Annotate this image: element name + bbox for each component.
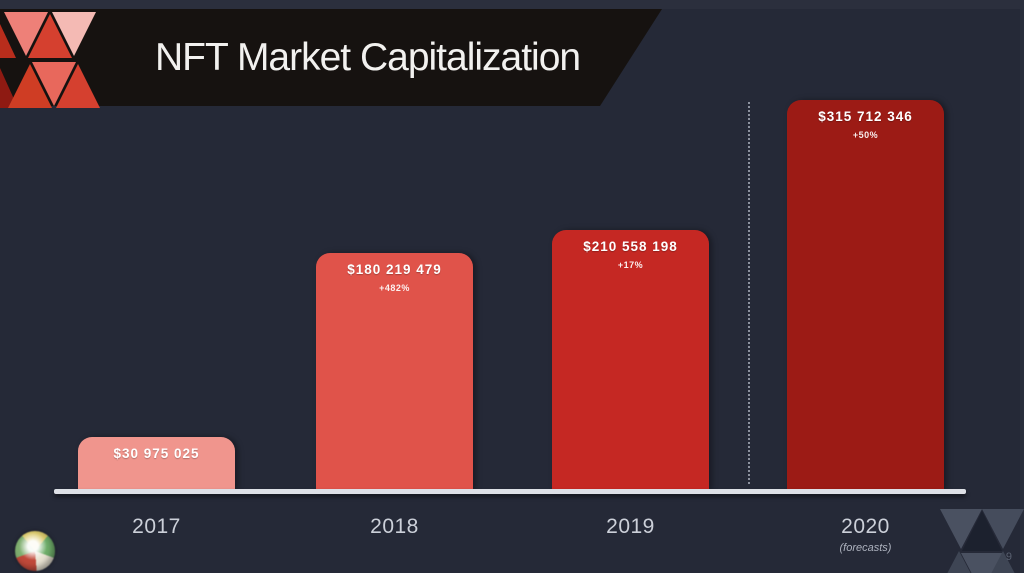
right-edge-strip bbox=[1020, 0, 1024, 573]
red-triangles-logo-icon bbox=[0, 12, 100, 108]
forecasts-note: (forecasts) bbox=[839, 542, 892, 554]
dark-triangles-logo-icon bbox=[940, 509, 1024, 573]
bar-growth-label: +482% bbox=[379, 283, 410, 293]
x-tick-2018: 2018 bbox=[370, 515, 419, 538]
bar-2017: $30 975 025 bbox=[78, 437, 235, 490]
top-edge-strip bbox=[0, 0, 1024, 9]
title-banner: NFT Market Capitalization bbox=[0, 9, 662, 106]
forecast-divider-line bbox=[748, 102, 750, 484]
bar-growth-label: +50% bbox=[852, 130, 879, 140]
page-title: NFT Market Capitalization bbox=[155, 36, 581, 79]
x-tick-2020: 2020 bbox=[841, 515, 890, 538]
bar-value-label: $210 558 198 bbox=[583, 239, 678, 254]
colorful-globe-icon bbox=[15, 531, 55, 571]
bar-2020: $315 712 346 +50% bbox=[787, 100, 944, 490]
page-number: 9 bbox=[1005, 551, 1012, 563]
x-tick-2019: 2019 bbox=[606, 515, 655, 538]
bar-2019: $210 558 198 +17% bbox=[552, 230, 709, 490]
x-axis-line bbox=[54, 489, 966, 494]
bar-2018: $180 219 479 +482% bbox=[316, 253, 473, 490]
bar-value-label: $315 712 346 bbox=[818, 109, 913, 124]
x-tick-2017: 2017 bbox=[132, 515, 181, 538]
bar-value-label: $180 219 479 bbox=[347, 262, 442, 277]
bar-value-label: $30 975 025 bbox=[113, 446, 200, 461]
bar-growth-label: +17% bbox=[617, 260, 644, 270]
